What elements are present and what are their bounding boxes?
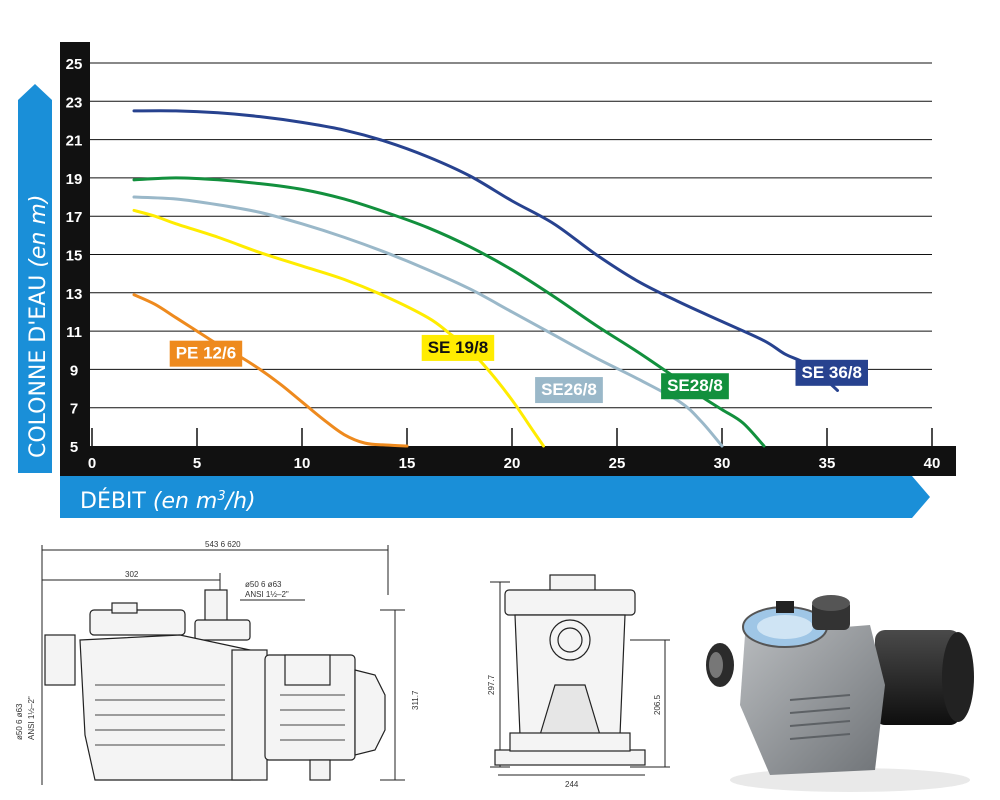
y-tick-label: 15	[66, 248, 83, 265]
y-tick-label: 13	[66, 286, 83, 303]
x-tick-label: 30	[714, 455, 731, 472]
series-label-pe-12-6: PE 12/6	[176, 344, 237, 363]
dim-outlet-2: ANSI 1½–2"	[245, 590, 289, 599]
series-label-se-19-8: SE 19/8	[428, 338, 489, 357]
series-label-se-36-8: SE 36/8	[802, 363, 863, 382]
series-line-pe-12-6	[132, 293, 409, 448]
dim-inlet-2: ANSI 1½–2"	[27, 696, 36, 740]
x-tick-label: 20	[504, 455, 521, 472]
series-line-se26-8	[132, 195, 724, 448]
x-tick-label: 5	[193, 455, 201, 472]
series-line-se28-8	[132, 176, 766, 448]
pump-front-outline	[44, 589, 386, 781]
series-labels: PE 12/6 SE 19/8 SE26/8 SE28/8 SE 36/8	[169, 334, 868, 404]
x-tick-label: 40	[924, 455, 941, 472]
dim-side-height: 297.7	[487, 674, 496, 695]
series-label-se28-8: SE28/8	[667, 376, 723, 395]
y-tick-label: 5	[70, 439, 78, 456]
pump-side-outline	[494, 574, 646, 766]
series-label-box-se-19-8	[421, 334, 495, 361]
dim-partial-width: 302	[125, 570, 139, 579]
y-axis-banner	[18, 84, 52, 473]
y-tick-label: 9	[70, 362, 78, 379]
y-tick-label: 11	[66, 324, 82, 341]
series-label-se26-8: SE26/8	[541, 380, 597, 399]
dim-overall-width: 543 6 620	[205, 540, 241, 549]
series-label-box-se-36-8	[795, 359, 868, 386]
dim-inlet-1: ø50 6 ø63	[15, 703, 24, 740]
y-tick-label: 25	[66, 56, 83, 73]
series-label-box-se26-8	[535, 377, 603, 404]
x-tick-label: 25	[609, 455, 626, 472]
y-axis-bar	[60, 42, 90, 446]
series-label-box-se28-8	[661, 373, 729, 400]
dim-side-base-width: 244	[565, 780, 579, 789]
front-view-drawing: 543 6 620 302 ø50 6 ø63 ANSI 1½–2" 311.7…	[15, 540, 420, 785]
dim-height: 311.7	[411, 690, 420, 710]
x-ticks: 0 5 10 15 20 25 30 35 40	[88, 455, 941, 472]
y-tick-label: 23	[66, 94, 83, 111]
x-tick-label: 15	[399, 455, 416, 472]
y-tick-label: 7	[70, 401, 78, 418]
side-view-drawing: 297.7 206.5 244	[487, 574, 670, 789]
x-axis-title: DÉBIT (en m3/h)	[80, 488, 256, 514]
pump-product-image	[706, 595, 974, 792]
y-ticks: 5 7 9 11 13 15 17 19 21 23 25	[66, 56, 83, 456]
x-tick-label: 0	[88, 455, 96, 472]
series-label-box-pe-12-6	[169, 340, 243, 367]
series-layer	[132, 109, 839, 448]
x-tick-label: 35	[819, 455, 836, 472]
y-tick-label: 19	[66, 171, 83, 188]
x-axis-banner	[60, 476, 930, 518]
dim-side-axis-height: 206.5	[653, 694, 662, 715]
grid	[90, 62, 933, 446]
x-axis-bar	[60, 446, 956, 476]
series-line-se-19-8	[132, 208, 545, 448]
dim-outlet-1: ø50 6 ø63	[245, 580, 282, 589]
y-tick-label: 17	[66, 209, 83, 226]
y-axis-title: COLONNE D'EAU (en m)	[26, 195, 51, 458]
x-tick-label: 10	[294, 455, 311, 472]
y-tick-label: 21	[66, 133, 83, 150]
series-line-se-36-8	[132, 109, 839, 392]
